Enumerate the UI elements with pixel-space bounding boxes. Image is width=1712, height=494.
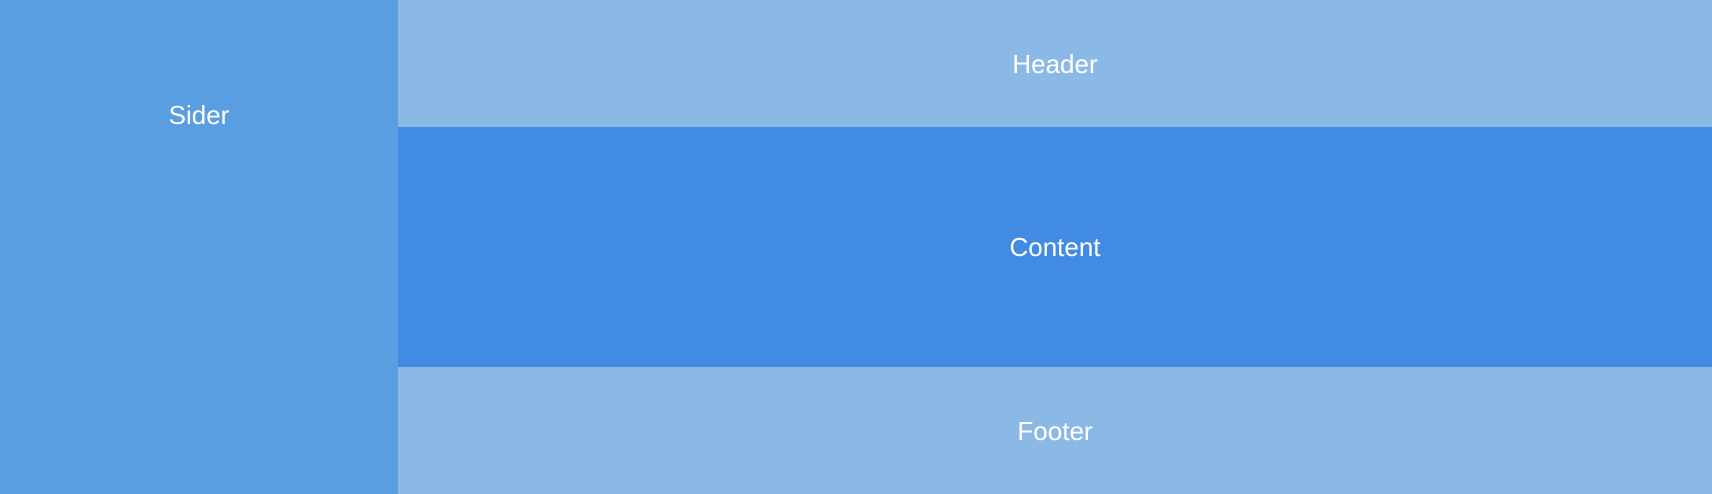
- footer: Footer: [398, 367, 1712, 494]
- content-label: Content: [1009, 232, 1101, 262]
- sider: Sider: [0, 0, 398, 494]
- sider-label: Sider: [168, 100, 230, 130]
- main-area: Header Content Footer: [398, 0, 1712, 494]
- footer-label: Footer: [1017, 415, 1093, 446]
- header: Header: [398, 0, 1712, 127]
- content: Content: [398, 127, 1712, 367]
- header-label: Header: [1012, 48, 1098, 79]
